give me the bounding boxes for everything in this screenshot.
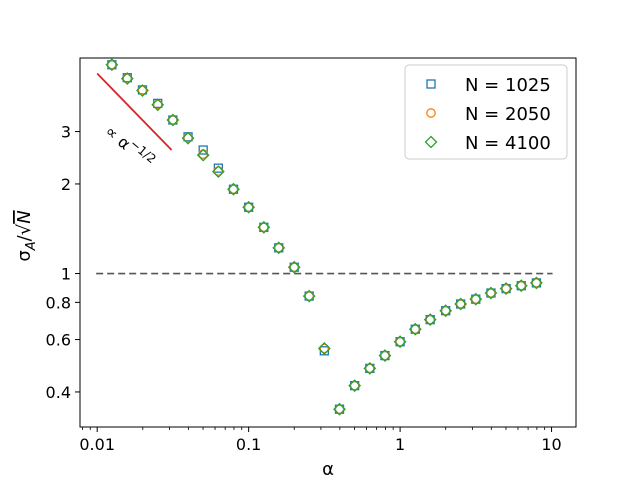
legend-marker-diamond bbox=[424, 135, 438, 149]
data-point-diamond bbox=[317, 342, 331, 355]
data-point-diamond bbox=[227, 182, 240, 196]
data-point-circle bbox=[425, 314, 436, 325]
data-point-diamond bbox=[408, 322, 422, 336]
legend-frame bbox=[404, 64, 568, 160]
legend-label: N = 4100 bbox=[465, 133, 551, 154]
guide-line bbox=[96, 72, 173, 151]
data-point-diamond bbox=[287, 260, 301, 274]
x-tick-label: 1 bbox=[395, 435, 405, 454]
data-point-circle bbox=[243, 202, 254, 213]
data-point-diamond bbox=[166, 113, 180, 127]
data-point-diamond bbox=[257, 220, 271, 234]
data-point-circle bbox=[273, 242, 284, 253]
data-point-diamond bbox=[181, 131, 195, 145]
axes-frame-rect bbox=[79, 57, 577, 428]
legend-marker-square bbox=[426, 79, 436, 89]
x-axis-label: α bbox=[322, 459, 334, 480]
y-tick-label: 0.8 bbox=[46, 293, 71, 312]
data-point-diamond bbox=[423, 313, 437, 327]
series-2 bbox=[107, 59, 542, 415]
data-point-circle bbox=[380, 350, 390, 361]
data-point-circle bbox=[410, 324, 421, 335]
data-point-diamond bbox=[242, 200, 256, 214]
data-point-circle bbox=[364, 363, 375, 374]
data-point-diamond bbox=[499, 282, 513, 296]
data-point-circle bbox=[122, 73, 133, 84]
data-point-circle bbox=[395, 336, 405, 347]
data-point-diamond bbox=[211, 165, 225, 179]
data-points bbox=[105, 58, 543, 416]
data-point-circle bbox=[516, 280, 527, 291]
data-point-diamond bbox=[469, 292, 483, 306]
legend: N = 1025 N = 2050 N = 4100 bbox=[404, 64, 568, 160]
data-point-diamond bbox=[136, 84, 149, 97]
y-tick-label: 3 bbox=[61, 123, 71, 142]
data-point-circle bbox=[440, 305, 451, 316]
data-point-circle bbox=[168, 115, 178, 125]
data-point-diamond bbox=[529, 276, 543, 290]
x-tick-label: 10 bbox=[541, 435, 561, 454]
x-tick-label: 0.1 bbox=[236, 435, 261, 454]
data-point-diamond bbox=[484, 286, 498, 300]
data-point-diamond bbox=[105, 58, 119, 72]
data-point-diamond bbox=[393, 335, 407, 349]
series-3 bbox=[105, 58, 543, 416]
data-point-circle bbox=[289, 262, 300, 273]
legend-box: N = 1025 N = 2050 N = 4100 bbox=[404, 64, 568, 160]
data-point-circle bbox=[228, 184, 239, 195]
y-axis-label: σA/√N bbox=[14, 210, 39, 261]
axes-frame bbox=[79, 57, 577, 428]
data-point-square bbox=[213, 163, 224, 173]
data-point-diamond bbox=[378, 349, 392, 363]
data-point-circle bbox=[137, 85, 148, 96]
data-point-circle bbox=[501, 283, 511, 294]
y-tick-label: 0.6 bbox=[46, 331, 71, 350]
legend-label: N = 2050 bbox=[465, 104, 551, 125]
data-point-diamond bbox=[302, 289, 316, 303]
y-tick-label: 0.4 bbox=[46, 383, 71, 402]
data-point-circle bbox=[258, 222, 269, 233]
data-point-circle bbox=[455, 299, 466, 309]
data-point-diamond bbox=[333, 402, 346, 416]
x-tick-label: 0.01 bbox=[79, 435, 115, 454]
data-point-circle bbox=[319, 343, 330, 354]
data-point-diamond bbox=[196, 148, 210, 162]
data-point-diamond bbox=[120, 72, 134, 85]
data-point-diamond bbox=[363, 361, 377, 375]
data-point-circle bbox=[531, 278, 542, 288]
y-tick-label: 1 bbox=[61, 265, 71, 284]
y-tick-label: 2 bbox=[61, 175, 71, 194]
data-point-circle bbox=[107, 59, 117, 70]
data-point-circle bbox=[470, 294, 481, 305]
data-point-circle bbox=[152, 99, 163, 110]
data-point-diamond bbox=[151, 98, 165, 112]
data-point-diamond bbox=[272, 241, 286, 255]
data-point-circle bbox=[349, 380, 360, 391]
data-point-diamond bbox=[514, 279, 528, 293]
legend-label: N = 1025 bbox=[465, 75, 551, 96]
legend-marker-circle bbox=[426, 108, 436, 118]
data-point-diamond bbox=[348, 379, 362, 393]
data-point-diamond bbox=[439, 304, 453, 318]
data-point-diamond bbox=[454, 297, 468, 311]
data-point-circle bbox=[486, 288, 496, 298]
data-point-circle bbox=[304, 291, 315, 301]
data-point-square bbox=[198, 145, 208, 155]
data-point-circle bbox=[334, 404, 345, 415]
axis-ticks: 0.01 0.1 1 10 0.4 0.6 0.8 1 2 3 bbox=[46, 123, 562, 454]
